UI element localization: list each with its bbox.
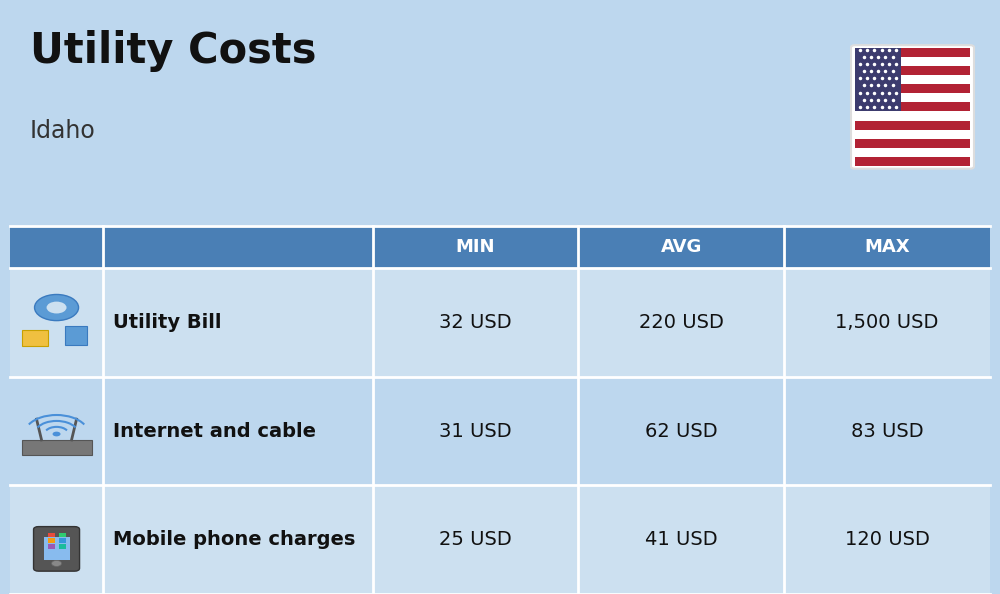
Bar — [855, 66, 970, 75]
Bar — [44, 537, 70, 561]
Bar — [855, 102, 970, 112]
Bar — [855, 84, 970, 93]
Circle shape — [53, 432, 61, 437]
Text: 220 USD: 220 USD — [639, 313, 724, 332]
Text: 25 USD: 25 USD — [439, 530, 512, 549]
Bar — [22, 330, 48, 346]
Bar — [855, 112, 970, 121]
Bar — [48, 539, 55, 543]
Bar — [855, 121, 970, 129]
Bar — [59, 545, 66, 549]
Text: 41 USD: 41 USD — [645, 530, 718, 549]
Text: Idaho: Idaho — [30, 119, 96, 143]
Text: 120 USD: 120 USD — [845, 530, 930, 549]
Bar — [855, 148, 970, 157]
Text: 31 USD: 31 USD — [439, 422, 512, 441]
Bar — [10, 377, 990, 485]
Text: 62 USD: 62 USD — [645, 422, 718, 441]
Bar — [855, 48, 970, 56]
Bar — [59, 533, 66, 537]
Bar — [855, 157, 970, 166]
Bar — [855, 56, 970, 66]
Bar — [48, 545, 55, 549]
Bar — [48, 533, 55, 537]
Bar — [10, 485, 990, 594]
Circle shape — [35, 295, 79, 321]
Circle shape — [52, 561, 62, 567]
Text: 1,500 USD: 1,500 USD — [835, 313, 939, 332]
Bar — [10, 268, 990, 377]
FancyBboxPatch shape — [34, 527, 80, 571]
Bar — [855, 129, 970, 139]
Bar — [855, 93, 970, 102]
FancyBboxPatch shape — [851, 45, 974, 169]
Bar — [855, 48, 901, 112]
Text: 32 USD: 32 USD — [439, 313, 512, 332]
Text: Internet and cable: Internet and cable — [113, 422, 316, 441]
Circle shape — [47, 302, 67, 314]
Text: AVG: AVG — [661, 238, 702, 256]
Bar — [10, 226, 990, 268]
Text: MAX: MAX — [864, 238, 910, 256]
Bar — [59, 539, 66, 543]
Bar — [855, 139, 970, 148]
Text: 83 USD: 83 USD — [851, 422, 923, 441]
Bar — [22, 440, 92, 455]
Text: MIN: MIN — [456, 238, 495, 256]
Text: Utility Bill: Utility Bill — [113, 313, 222, 332]
Text: Utility Costs: Utility Costs — [30, 30, 316, 72]
Bar — [855, 75, 970, 84]
Bar — [65, 326, 87, 345]
Text: Mobile phone charges: Mobile phone charges — [113, 530, 355, 549]
